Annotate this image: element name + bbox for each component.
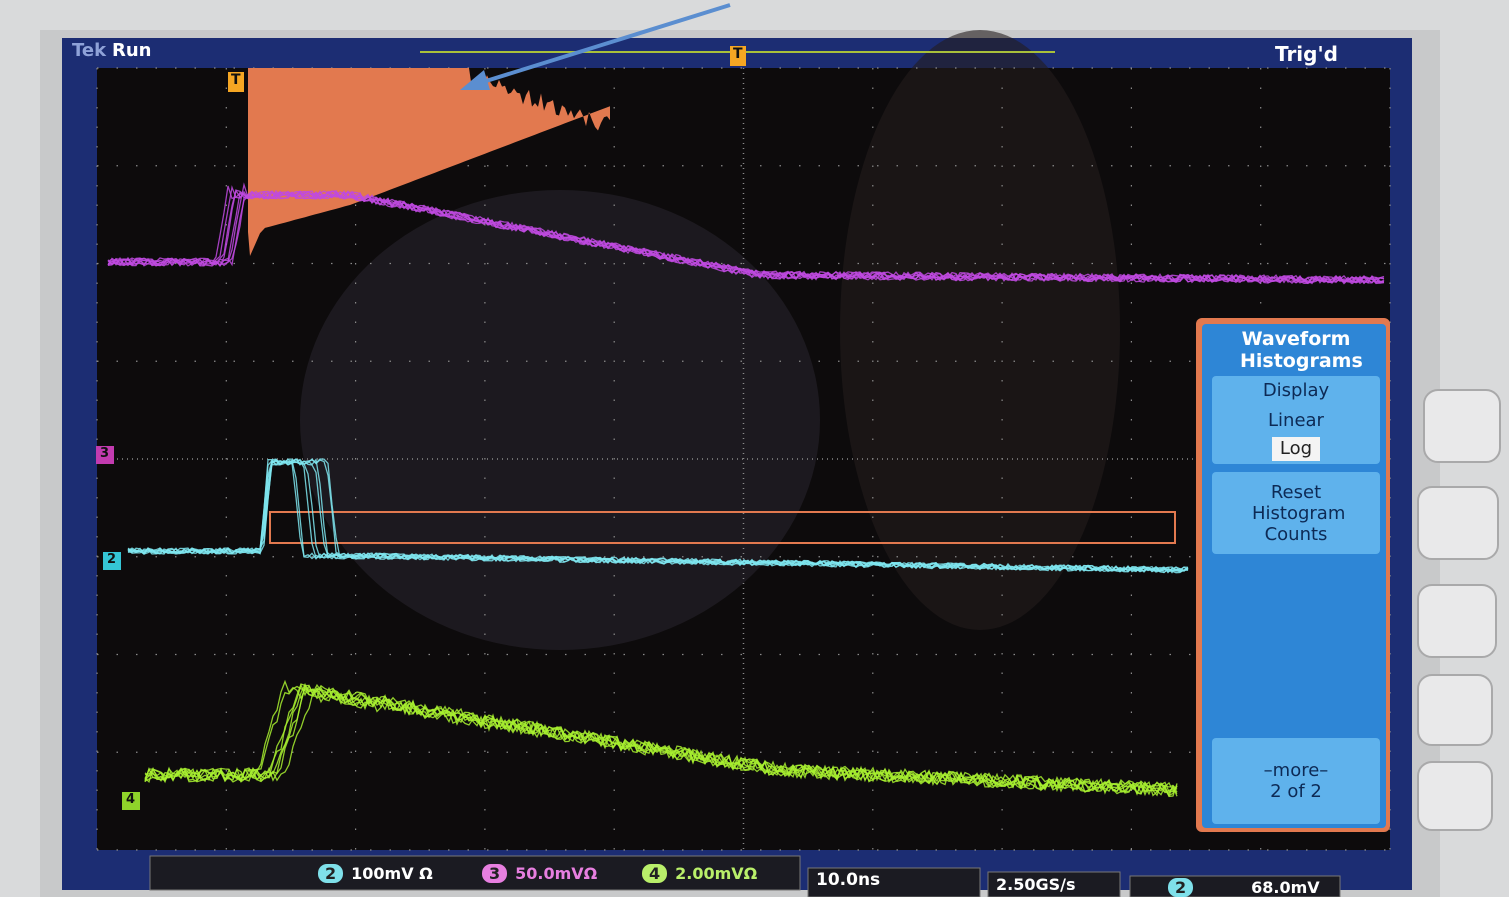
channel-scale: 4 2.00mVΩ <box>642 864 757 883</box>
trigger-label: T <box>231 72 241 88</box>
trigger-level: 68.0mV <box>1251 878 1320 897</box>
channel-label: 3 <box>100 446 109 461</box>
channel-label: 4 <box>126 792 135 807</box>
scope-screen: Tek Run Trig'd T T 3 2 4 Waveform Histog… <box>0 0 1509 897</box>
channel-chip: 2 <box>318 864 343 883</box>
trigger-label: T <box>733 46 743 62</box>
scale-text: 2.00mVΩ <box>675 864 757 883</box>
bezel-button[interactable] <box>1418 675 1492 745</box>
reflection <box>300 190 820 650</box>
scale-text: 50.0mVΩ <box>515 864 597 883</box>
channel-chip: 3 <box>482 864 507 883</box>
sample-rate: 2.50GS/s <box>996 875 1076 894</box>
reflection <box>840 30 1120 630</box>
more-label: –more– <box>1212 760 1380 781</box>
timebase: 10.0ns <box>816 870 880 890</box>
menu-option[interactable]: Log <box>1210 438 1382 459</box>
menu-title: Waveform Histograms <box>1210 328 1382 372</box>
bezel-button[interactable] <box>1418 487 1498 559</box>
bezel-button[interactable] <box>1418 585 1496 657</box>
menu-label: Display <box>1210 380 1382 401</box>
bezel-button[interactable] <box>1418 762 1492 830</box>
brand: Tek <box>72 40 106 61</box>
channel-label: 2 <box>107 552 116 567</box>
trigger-status: Trig'd <box>1275 42 1338 66</box>
more-button[interactable]: –more–2 of 2 <box>1212 738 1380 824</box>
trigger-setting: 2 68.0mV <box>1168 878 1320 897</box>
page-label: 2 of 2 <box>1212 781 1380 802</box>
channel-scale: 3 50.0mVΩ <box>482 864 597 883</box>
run-state: Run <box>112 40 152 61</box>
channel-chip: 2 <box>1168 878 1193 897</box>
channel-chip: 4 <box>642 864 667 883</box>
bezel-button[interactable] <box>1424 390 1500 462</box>
channel-scale: 2 100mV Ω <box>318 864 433 883</box>
reset-button[interactable]: Reset Histogram Counts <box>1212 472 1380 554</box>
menu-option[interactable]: Linear <box>1210 410 1382 431</box>
scale-text: 100mV Ω <box>351 864 433 883</box>
